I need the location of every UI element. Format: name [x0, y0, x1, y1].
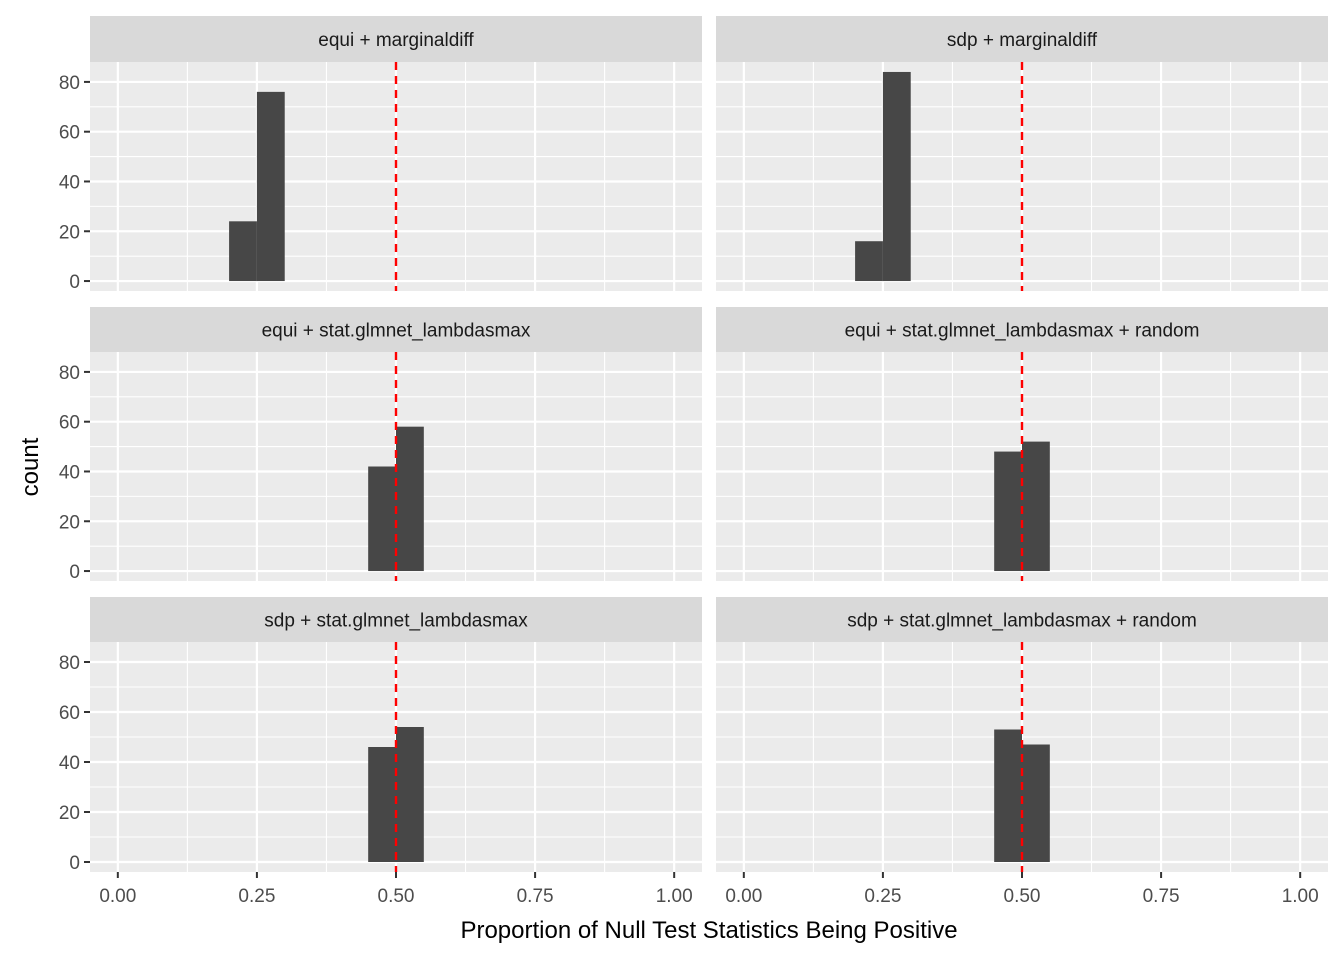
- facets: equi + marginaldiff 0 20 40 60 80 sdp + margin…: [59, 16, 1328, 907]
- facet-panel: sdp + marginaldiff: [716, 16, 1328, 291]
- y-tick-label: 0: [69, 272, 80, 293]
- y-tick-label: 40: [59, 462, 80, 483]
- histogram-bar: [396, 727, 424, 862]
- y-tick-label: 80: [59, 363, 80, 384]
- histogram-bar: [994, 451, 1022, 572]
- histogram-bar: [256, 91, 285, 282]
- facet-strip: [716, 597, 1328, 642]
- facet-strip-label: sdp + marginaldiff: [947, 30, 1098, 51]
- y-tick-label: 20: [59, 803, 80, 824]
- histogram-bar: [994, 729, 1022, 862]
- facet-panel: sdp + stat.glmnet_lambdasmax + random 0.0…: [716, 597, 1328, 907]
- x-tick-label: 0.25: [238, 886, 275, 907]
- x-tick-label: 0.75: [517, 886, 554, 907]
- x-tick-label: 0.75: [1143, 886, 1180, 907]
- histogram-bar: [368, 466, 396, 572]
- facet-panel: equi + stat.glmnet_lambdasmax 0 20 40 60 80: [59, 307, 702, 583]
- x-tick-label: 1.00: [656, 886, 693, 907]
- x-tick-label: 1.00: [1282, 886, 1319, 907]
- x-tick-label: 0.50: [378, 886, 415, 907]
- y-tick-label: 0: [69, 562, 80, 583]
- y-tick-label: 60: [59, 413, 80, 434]
- x-axis-title: Proportion of Null Test Statistics Being…: [460, 917, 957, 944]
- x-tick-label: 0.25: [864, 886, 901, 907]
- histogram-bar: [396, 426, 424, 572]
- y-tick-label: 40: [59, 753, 80, 774]
- y-tick-label: 0: [69, 853, 80, 874]
- facet-panel: sdp + stat.glmnet_lambdasmax 0 20 40 60 80 0.0…: [59, 597, 702, 907]
- facet-strip-label: equi + stat.glmnet_lambdasmax + random: [845, 321, 1200, 342]
- facet-strip: [716, 16, 1328, 62]
- histogram-bar: [368, 747, 396, 862]
- x-tick-label: 0.50: [1004, 886, 1041, 907]
- facet-strip-label: sdp + stat.glmnet_lambdasmax + random: [847, 611, 1197, 632]
- facet-strip: [90, 597, 702, 642]
- y-tick-label: 20: [59, 222, 80, 243]
- histogram-bar: [1022, 441, 1050, 572]
- y-tick-label: 60: [59, 703, 80, 724]
- y-tick-label: 20: [59, 512, 80, 533]
- y-axis-title: count: [17, 437, 44, 496]
- histogram-bar: [882, 71, 911, 282]
- x-tick-label: 0.00: [99, 886, 136, 907]
- y-tick-label: 60: [59, 123, 80, 144]
- facet-strip: [90, 307, 702, 352]
- facet-strip: [716, 307, 1328, 352]
- y-tick-label: 40: [59, 172, 80, 193]
- facet-strip-label: sdp + stat.glmnet_lambdasmax: [264, 611, 528, 632]
- facet-strip: [90, 16, 702, 62]
- facet-strip-label: equi + stat.glmnet_lambdasmax: [262, 321, 531, 342]
- histogram-bar: [229, 221, 257, 282]
- y-tick-label: 80: [59, 653, 80, 674]
- facet-strip-label: equi + marginaldiff: [318, 30, 474, 51]
- x-tick-label: 0.00: [725, 886, 762, 907]
- facet-panel: equi + marginaldiff 0 20 40 60 80: [59, 16, 702, 293]
- histogram-bar: [1022, 744, 1050, 862]
- y-tick-label: 80: [59, 73, 80, 94]
- histogram-bar: [855, 241, 883, 282]
- facet-panel: equi + stat.glmnet_lambdasmax + random: [716, 307, 1328, 581]
